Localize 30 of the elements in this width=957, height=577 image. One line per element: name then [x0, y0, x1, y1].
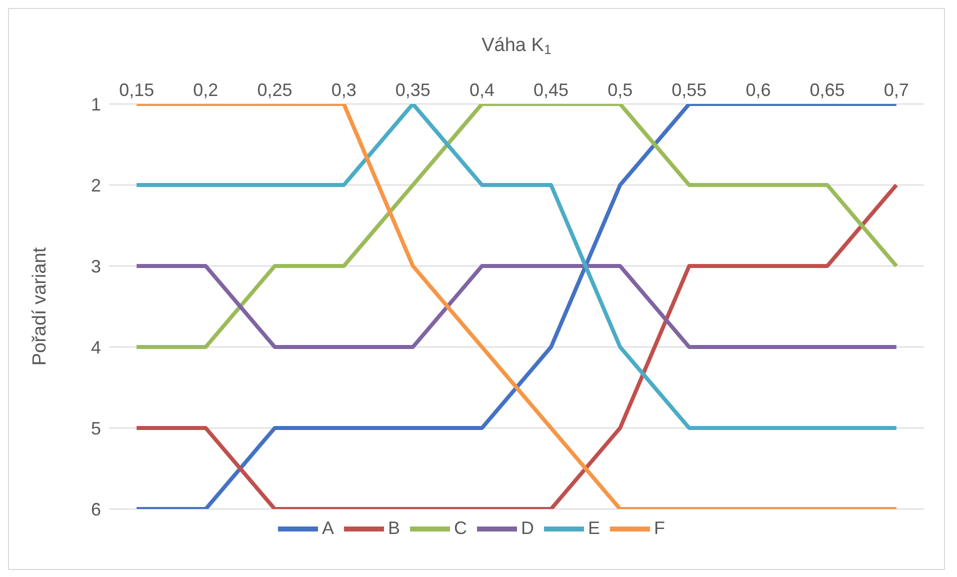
legend-label: A — [322, 518, 334, 538]
x-tick-label: 0,2 — [193, 80, 218, 100]
y-tick-label: 4 — [90, 337, 101, 358]
y-tick-label: 6 — [90, 499, 101, 520]
line-series — [134, 183, 898, 509]
y-tick-label: 5 — [90, 418, 101, 438]
y-tick-label: 1 — [90, 94, 101, 114]
line-series — [134, 104, 898, 349]
legend-label: B — [388, 518, 400, 538]
legend-label: D — [521, 518, 534, 538]
x-tick-label: 0,6 — [746, 80, 771, 100]
y-tick-label: 2 — [90, 175, 101, 196]
legend-label: C — [454, 518, 467, 538]
x-tick-label: 0,4 — [469, 80, 494, 100]
legend-label: E — [588, 518, 600, 538]
x-tick-label: 0,3 — [331, 80, 356, 100]
x-axis-title: Váha K$_{1}$ — [482, 35, 552, 58]
y-axis-title: Pořadí variant — [30, 246, 51, 366]
x-tick-label: 0,45 — [534, 80, 569, 100]
x-tick-label: 0,55 — [672, 80, 707, 100]
y-tick-label: 3 — [90, 256, 101, 276]
x-tick-label: 0,15 — [119, 80, 154, 100]
x-tick-label: 0,35 — [395, 80, 430, 100]
line-series — [134, 104, 898, 430]
x-tick-label: 0,25 — [257, 80, 292, 100]
x-tick-label: 0,65 — [810, 80, 845, 100]
line-series — [134, 104, 898, 509]
x-tick-label: 0,7 — [884, 80, 909, 100]
x-tick-label: 0,5 — [608, 80, 633, 100]
legend-label: F — [654, 518, 666, 538]
